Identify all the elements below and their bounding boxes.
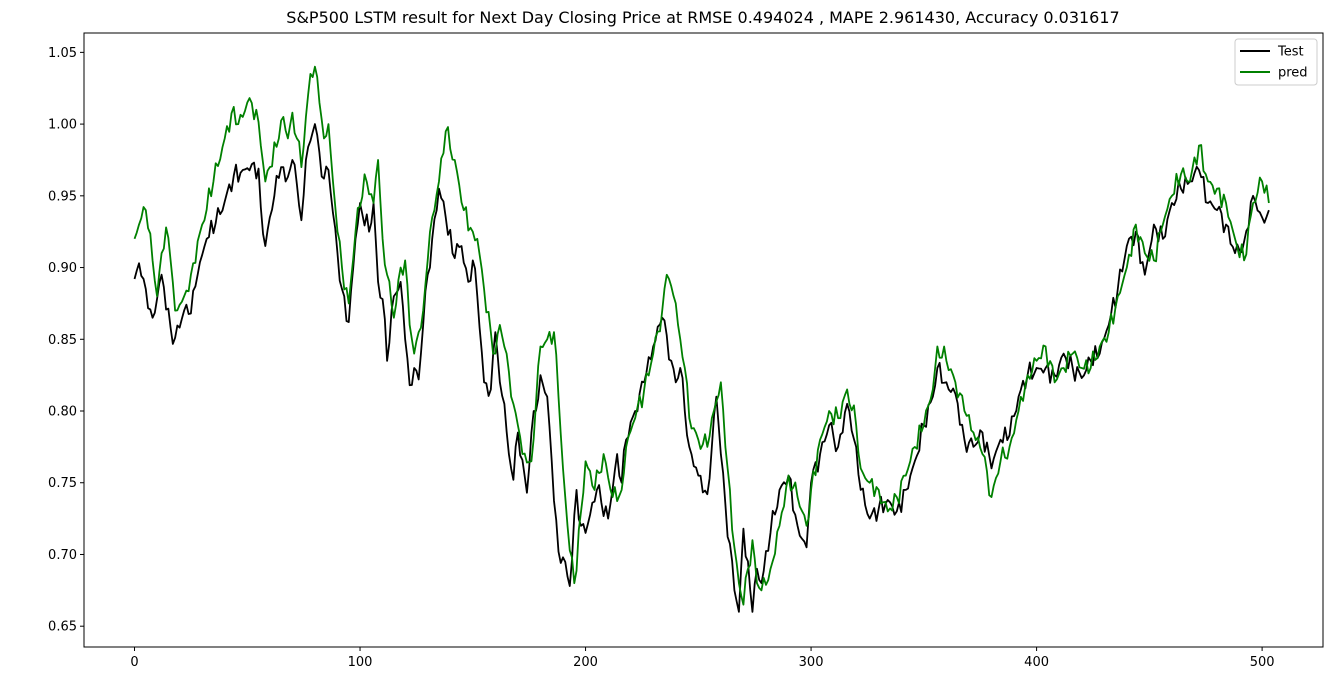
y-tick-label: 1.05	[48, 46, 77, 61]
x-tick-label: 400	[1024, 655, 1049, 670]
plot-area-frame	[83, 32, 1324, 648]
y-tick-label: 1.00	[48, 118, 77, 133]
y-tick-label: 0.65	[48, 620, 77, 635]
series-layer	[133, 65, 1270, 613]
series-line-pred	[133, 65, 1270, 606]
series-line-test	[133, 123, 1270, 613]
chart-title: S&P500 LSTM result for Next Day Closing …	[286, 8, 1119, 27]
y-tick-label: 0.90	[48, 261, 77, 276]
legend-label-pred: pred	[1278, 66, 1308, 81]
y-tick-label: 0.80	[48, 405, 77, 420]
legend: Test pred	[1234, 38, 1318, 86]
y-tick-label: 0.95	[48, 189, 77, 204]
legend-label-test: Test	[1277, 45, 1304, 60]
x-tick-label: 0	[130, 655, 138, 670]
x-tick-label: 300	[799, 655, 824, 670]
x-tick-label: 200	[573, 655, 598, 670]
x-axis: 0 100 200 300 400 500	[130, 647, 1275, 670]
y-tick-label: 0.75	[48, 476, 77, 491]
y-tick-label: 0.70	[48, 548, 77, 563]
y-tick-label: 0.85	[48, 333, 77, 348]
y-axis: 0.65 0.70 0.75 0.80 0.85 0.90 0.95 1.00 1.05	[48, 46, 84, 635]
x-tick-label: 100	[348, 655, 373, 670]
x-tick-label: 500	[1250, 655, 1275, 670]
